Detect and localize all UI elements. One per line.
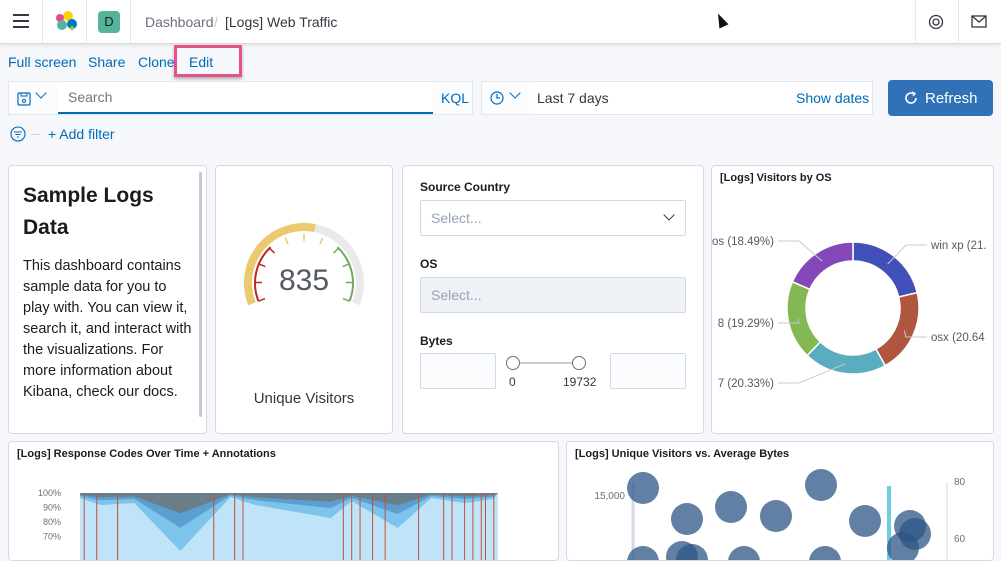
refresh-label: Refresh	[925, 90, 978, 107]
os-placeholder: Select...	[431, 287, 482, 303]
gauge-tick	[285, 238, 288, 244]
refresh-icon	[904, 91, 918, 105]
os-label: OS	[420, 257, 437, 271]
donut-slice	[787, 282, 820, 356]
donut-label: win xp (21.	[930, 240, 987, 252]
markdown-panel: Sample Logs Data This dashboard contains…	[8, 165, 207, 434]
bytes-min-input[interactable]	[420, 353, 496, 389]
menu-icon[interactable]	[13, 14, 29, 28]
donut-label: 8 (19.29%)	[718, 318, 774, 330]
gauge-value: 835	[216, 264, 392, 298]
breadcrumb-dashboard[interactable]: Dashboard	[145, 14, 214, 30]
breadcrumb-current: [Logs] Web Traffic	[225, 14, 337, 30]
clock-icon	[490, 91, 504, 105]
visitors-by-os-panel: [Logs] Visitors by OS win xp (21.osx (20…	[711, 165, 994, 434]
area-chart: 100% 90% 80% 70%	[9, 442, 559, 561]
mail-icon[interactable]	[971, 15, 987, 28]
donut-slice	[876, 293, 919, 366]
markdown-title: Sample Logs Data	[23, 180, 183, 244]
help-icon[interactable]	[928, 14, 944, 30]
quick-menu-button[interactable]	[482, 82, 529, 114]
donut-chart: win xp (21. osx (20.64 7 (20.33%) 8 (19.29%…	[712, 166, 994, 434]
query-bar: KQL	[8, 81, 473, 115]
os-select[interactable]: Select...	[420, 277, 686, 313]
gauge-tick	[343, 299, 350, 302]
markdown-body: This dashboard contains sample data for …	[23, 256, 193, 403]
scatter-chart: 15,000 80 60	[567, 442, 994, 561]
scatter-point	[809, 546, 841, 561]
chevron-down-icon	[35, 87, 46, 98]
y-tick-label: 100%	[38, 488, 61, 498]
gauge-panel: 835 Unique Visitors	[215, 165, 393, 434]
kibana-logo-icon[interactable]	[54, 10, 78, 32]
space-avatar[interactable]: D	[98, 11, 120, 33]
gauge-label: Unique Visitors	[216, 390, 392, 407]
search-input[interactable]	[58, 82, 433, 114]
breadcrumb-separator: /	[214, 14, 218, 30]
y-tick-label: 70%	[43, 532, 61, 542]
time-range[interactable]: Last 7 days	[537, 90, 609, 106]
source-country-placeholder: Select...	[431, 210, 482, 226]
gauge-tick	[270, 248, 275, 253]
response-codes-panel: [Logs] Response Codes Over Time + Annota…	[8, 441, 559, 561]
source-country-label: Source Country	[420, 180, 510, 194]
donut-slice	[853, 242, 917, 297]
scatter-point	[760, 500, 792, 532]
date-picker: Last 7 days Show dates	[481, 81, 873, 115]
donut-label: osx (20.64	[931, 332, 985, 344]
scatter-point	[849, 505, 881, 537]
filter-icon[interactable]	[10, 126, 26, 142]
gauge-chart	[216, 206, 392, 316]
scrollbar[interactable]	[199, 172, 202, 417]
chevron-down-icon	[509, 87, 520, 98]
scatter-point	[671, 503, 703, 535]
share-link[interactable]: Share	[88, 54, 125, 70]
refresh-button[interactable]: Refresh	[888, 80, 993, 116]
bytes-label: Bytes	[420, 334, 453, 348]
gauge-tick	[320, 238, 323, 244]
donut-label: 7 (20.33%)	[718, 378, 774, 390]
donut-slice	[792, 242, 853, 289]
edit-link[interactable]: Edit	[189, 54, 213, 70]
clone-link[interactable]: Clone	[138, 54, 175, 70]
full-screen-link[interactable]: Full screen	[8, 54, 76, 70]
save-icon	[17, 92, 31, 106]
donut-label: os (18.49%)	[712, 236, 774, 248]
kql-toggle[interactable]: KQL	[441, 90, 469, 106]
scatter-point	[805, 469, 837, 501]
y-tick-label: 80%	[43, 517, 61, 527]
scatter-point	[715, 491, 747, 523]
saved-query-button[interactable]	[9, 82, 58, 114]
controls-panel: Source Country Select... OS Select... By…	[402, 165, 704, 434]
visitors-vs-bytes-panel: [Logs] Unique Visitors vs. Average Bytes…	[566, 441, 994, 561]
bytes-max-input[interactable]	[610, 353, 686, 389]
scatter-point	[627, 472, 659, 504]
range-max-value: 19732	[563, 375, 596, 389]
y-tick-label: 15,000	[594, 491, 625, 502]
gauge-tick	[258, 299, 265, 302]
show-dates-link[interactable]: Show dates	[796, 90, 869, 106]
range-min-value: 0	[509, 375, 516, 389]
top-header: D Dashboard / [Logs] Web Traffic	[0, 0, 1001, 44]
y-tick-label: 80	[954, 477, 966, 488]
range-handle-min[interactable]	[506, 356, 520, 370]
range-handle-max[interactable]	[572, 356, 586, 370]
scatter-point	[728, 546, 760, 561]
source-country-select[interactable]: Select...	[420, 200, 686, 236]
y-tick-label: 90%	[43, 503, 61, 513]
chevron-down-icon	[663, 209, 674, 220]
donut-slice	[807, 342, 885, 374]
range-track	[513, 362, 579, 364]
gauge-tick	[334, 248, 339, 253]
y-tick-label: 60	[954, 534, 966, 545]
add-filter-link[interactable]: + Add filter	[48, 126, 115, 142]
